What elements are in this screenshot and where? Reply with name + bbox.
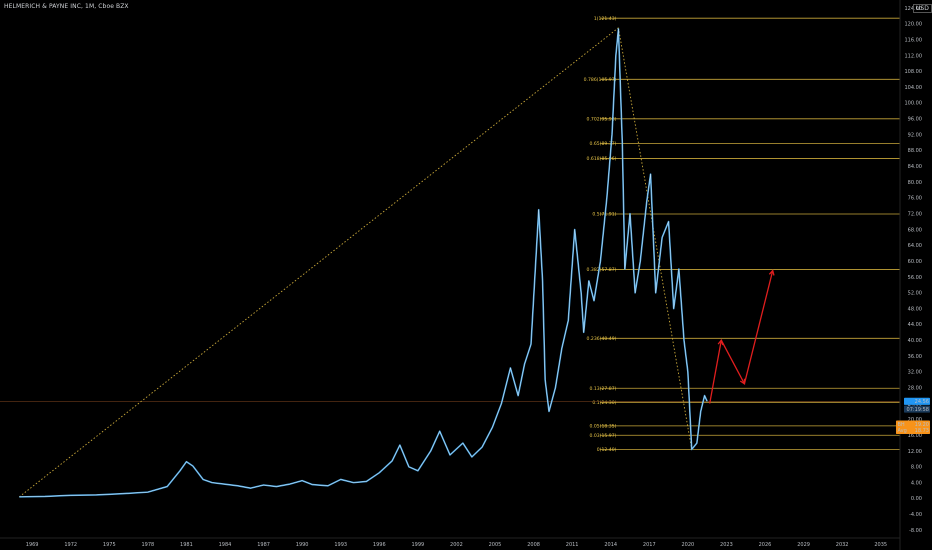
x-tick-label: 2020 (681, 542, 694, 548)
projection-path (709, 269, 775, 404)
x-tick-label: 2032 (836, 542, 849, 548)
x-tick-label: 1987 (257, 542, 270, 548)
y-tick-label: 0.00 (911, 496, 922, 502)
price-tag-label-2: 19.20 (915, 422, 929, 428)
price-tags: 24.56 07:19:58 19.20 BH 18.73 Avg (896, 397, 930, 435)
y-tick-label: -8.00 (909, 528, 922, 534)
x-tick-label: 2017 (643, 542, 656, 548)
trendline-1 (617, 27, 693, 450)
y-tick-label: 32.00 (908, 370, 922, 376)
x-tick-label: 1999 (411, 542, 424, 548)
y-tick-label: 12.00 (908, 449, 922, 455)
y-tick-label: 108.00 (905, 69, 923, 75)
x-tick-label: 1975 (103, 542, 116, 548)
fib-label-11: 0.03(15.97) (589, 433, 616, 439)
x-axis[interactable]: 1969 1972 1975 1978 1981 1984 1987 1990 1993 1996… (0, 537, 900, 548)
projection-line (709, 270, 774, 404)
price-tag-bg-0 (904, 397, 930, 405)
y-tick-label: 104.00 (905, 85, 923, 91)
y-tick-label: 76.00 (908, 196, 922, 202)
y-axis[interactable]: -8.00-4.000.004.008.0012.0016.0020.0024.… (899, 0, 923, 550)
y-tick-label: 120.00 (905, 22, 923, 28)
y-tick-label: 52.00 (908, 291, 922, 297)
price-tag-bg-3 (896, 426, 930, 435)
fib-label-9: 0.1(24.30) (592, 400, 616, 406)
x-tick-label: 2035 (874, 542, 887, 548)
x-tick-label: 1969 (26, 542, 39, 548)
y-tick-label: 92.00 (908, 132, 922, 138)
fib-label-6: 0.382(57.87) (587, 267, 617, 273)
projection-arrowhead-2 (739, 378, 746, 385)
price-tag-label-1: 07:19:58 (907, 407, 929, 413)
y-tick-label: 56.00 (908, 275, 922, 281)
fib-label-4: 0.618(85.96) (587, 156, 617, 162)
fib-label-2: 0.702(95.98) (587, 116, 617, 122)
x-tick-label: 2005 (489, 542, 502, 548)
x-tick-label: 1984 (219, 542, 232, 548)
x-tick-label: 2011 (566, 542, 579, 548)
x-tick-label: 1990 (296, 542, 309, 548)
y-tick-label: 116.00 (905, 37, 923, 43)
x-tick-label: 1978 (141, 542, 154, 548)
fib-label-8: 0.13(27.87) (589, 386, 616, 392)
y-tick-label: 64.00 (908, 243, 922, 249)
y-tick-label: 84.00 (908, 164, 922, 170)
price-tag-prefix-3: Avg (898, 428, 907, 434)
y-tick-label: 36.00 (908, 354, 922, 360)
fibonacci-levels: 1(121.43) 0.786(105.97) 0.702(95.98) 0.65(8… (0, 16, 900, 453)
y-tick-label: 60.00 (908, 259, 922, 265)
fib-label-10: 0.05(18.35) (589, 423, 616, 429)
y-tick-label: 44.00 (908, 322, 922, 328)
projection-arrowhead-3 (768, 269, 775, 276)
trendline-0 (19, 27, 619, 498)
x-tick-label: 1996 (373, 542, 386, 548)
trendlines (19, 27, 693, 498)
price-tag-label-0: 24.56 (915, 399, 929, 405)
y-tick-label: 68.00 (908, 227, 922, 233)
currency-badge[interactable]: USD (913, 4, 932, 13)
y-tick-label: 4.00 (911, 480, 922, 486)
price-tag-prefix-2: BH (898, 422, 905, 428)
fib-label-0: 1(121.43) (594, 16, 617, 22)
x-tick-label: 1972 (64, 542, 77, 548)
fib-label-7: 0.236(40.49) (587, 336, 617, 342)
y-tick-label: 100.00 (905, 101, 923, 107)
price-tag-label-3: 18.73 (915, 428, 929, 434)
y-tick-label: 8.00 (911, 465, 922, 471)
price-tag-bg-2 (896, 420, 930, 428)
y-tick-label: 28.00 (908, 386, 922, 392)
price-line-highlight (19, 28, 708, 498)
x-tick-label: 2008 (527, 542, 540, 548)
projection-arrowhead-1 (717, 338, 724, 346)
x-tick-label: 1993 (334, 542, 347, 548)
fib-label-3: 0.65(89.77) (589, 141, 616, 147)
y-tick-label: 96.00 (908, 117, 922, 123)
y-tick-label: 48.00 (908, 306, 922, 312)
y-tick-label: 16.00 (908, 433, 922, 439)
x-tick-label: 2014 (604, 542, 617, 548)
y-tick-label: 72.00 (908, 211, 922, 217)
y-tick-label: 88.00 (908, 148, 922, 154)
y-tick-label: 80.00 (908, 180, 922, 186)
y-tick-label: -4.00 (909, 512, 922, 518)
price-series (19, 28, 708, 498)
price-tag-bg-1 (904, 405, 930, 413)
x-tick-label: 1981 (180, 542, 193, 548)
y-tick-label: 20.00 (908, 417, 922, 423)
x-tick-label: 2002 (450, 542, 463, 548)
x-tick-label: 2023 (720, 542, 733, 548)
fib-label-12: 0(12.40) (597, 447, 617, 453)
chart-title: HELMERICH & PAYNE INC, 1M, Cboe BZX (4, 3, 129, 10)
fib-label-1: 0.786(105.97) (584, 77, 617, 83)
x-tick-label: 2026 (759, 542, 772, 548)
y-tick-label: 40.00 (908, 338, 922, 344)
x-tick-label: 2029 (797, 542, 810, 548)
y-tick-label: 112.00 (905, 53, 923, 59)
